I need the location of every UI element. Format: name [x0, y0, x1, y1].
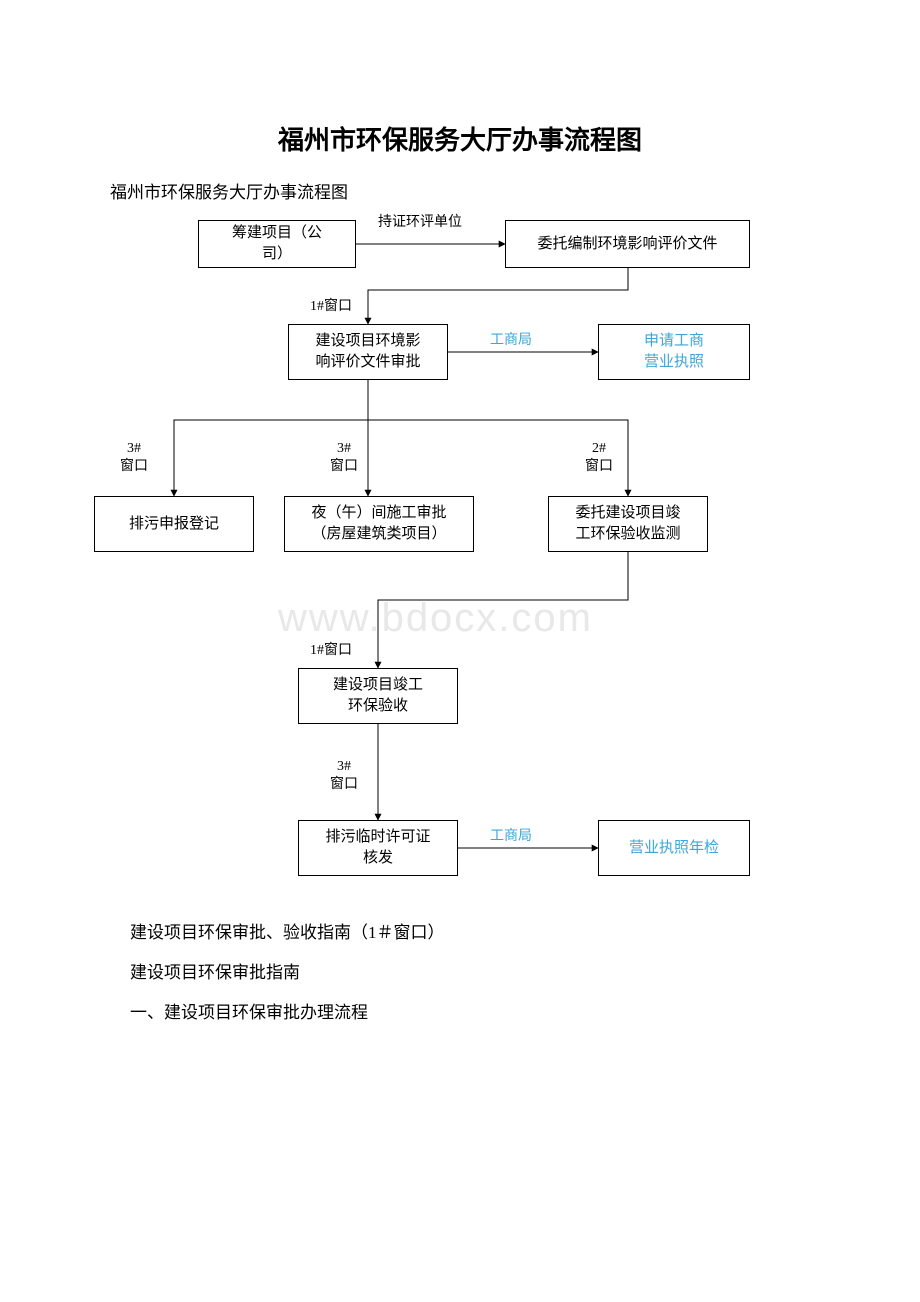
edge-label-window3c: 3#窗口: [330, 758, 358, 794]
edge-label-window3a: 3#窗口: [120, 440, 148, 476]
node-permit-issue: 排污临时许可证核发: [298, 820, 458, 876]
page-title: 福州市环保服务大厅办事流程图: [0, 120, 920, 157]
body-line-2: 建设项目环保审批指南: [130, 958, 300, 983]
node-apply-license: 申请工商营业执照: [598, 324, 750, 380]
node-night-construction: 夜（午）间施工审批（房屋建筑类项目）: [284, 496, 474, 552]
page: 福州市环保服务大厅办事流程图 福州市环保服务大厅办事流程图 www.bdocx.…: [0, 0, 920, 1302]
node-pollution-register: 排污申报登记: [94, 496, 254, 552]
edge-label-commerce2: 工商局: [490, 828, 532, 846]
edge-label-commerce1: 工商局: [490, 332, 532, 350]
node-completion-acceptance: 建设项目竣工环保验收: [298, 668, 458, 724]
edge-label-window3b: 3#窗口: [330, 440, 358, 476]
page-subtitle: 福州市环保服务大厅办事流程图: [110, 178, 348, 203]
body-line-3: 一、建设项目环保审批办理流程: [130, 998, 368, 1023]
watermark: www.bdocx.com: [278, 596, 593, 641]
edge-label-window1a: 1#窗口: [310, 298, 352, 316]
node-entrust-acceptance: 委托建设项目竣工环保验收监测: [548, 496, 708, 552]
edge-label-window1b: 1#窗口: [310, 642, 352, 660]
node-license-annual: 营业执照年检: [598, 820, 750, 876]
edge-label-window2: 2#窗口: [585, 440, 613, 476]
node-entrust-eia: 委托编制环境影响评价文件: [505, 220, 750, 268]
node-eia-approval: 建设项目环境影响评价文件审批: [288, 324, 448, 380]
body-line-1: 建设项目环保审批、验收指南（1＃窗口）: [130, 918, 445, 943]
edge-label-certified-unit: 持证环评单位: [378, 214, 462, 232]
node-project-setup: 筹建项目（公司）: [198, 220, 356, 268]
